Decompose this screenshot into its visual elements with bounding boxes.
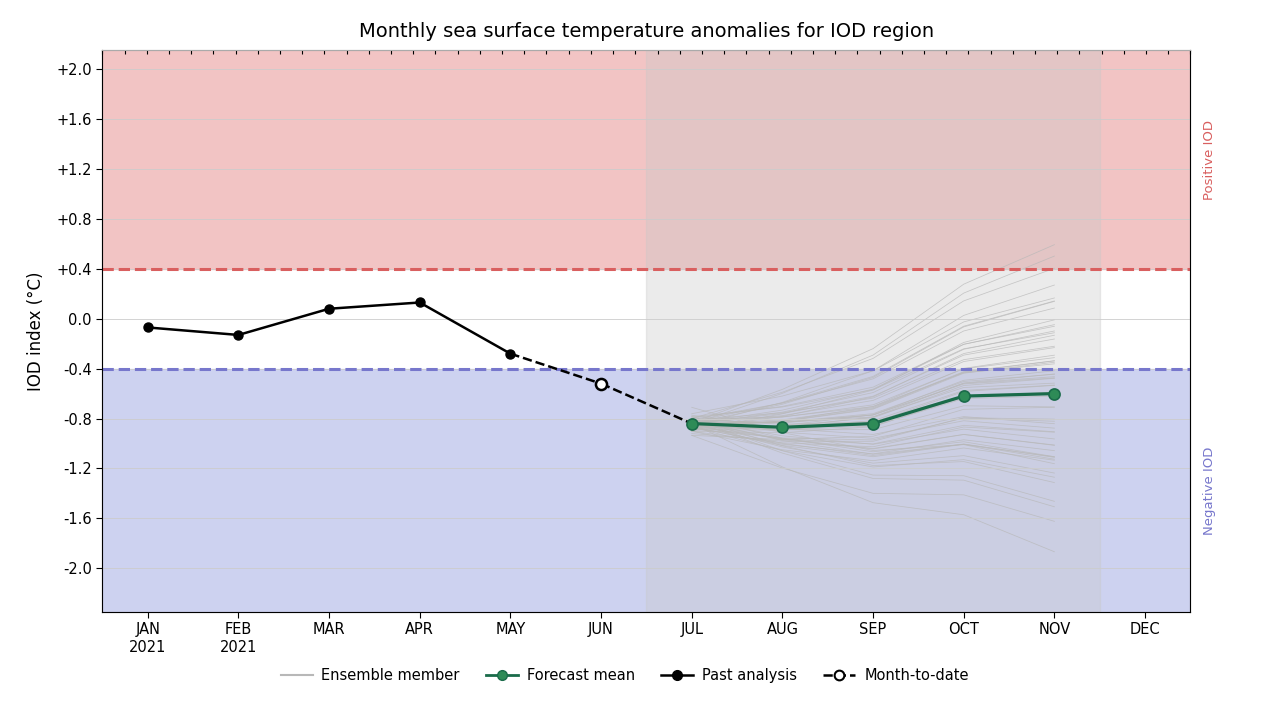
Bar xyxy=(102,50,1190,269)
Text: Negative IOD: Negative IOD xyxy=(1203,446,1216,534)
Legend: Ensemble member, Forecast mean, Past analysis, Month-to-date: Ensemble member, Forecast mean, Past ana… xyxy=(275,662,974,689)
Title: Monthly sea surface temperature anomalies for IOD region: Monthly sea surface temperature anomalie… xyxy=(358,22,934,40)
Text: Positive IOD: Positive IOD xyxy=(1203,120,1216,199)
Bar xyxy=(102,369,1190,612)
Bar xyxy=(646,50,1100,612)
Y-axis label: IOD index (°C): IOD index (°C) xyxy=(27,271,45,391)
